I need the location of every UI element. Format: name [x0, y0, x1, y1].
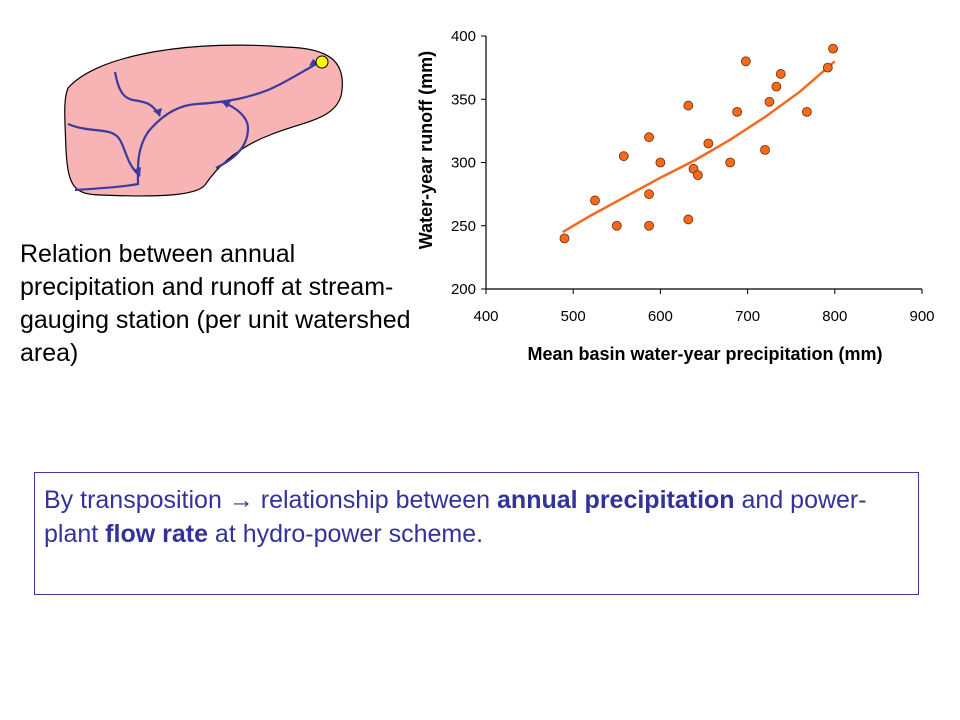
data-point [764, 96, 775, 107]
data-point [703, 138, 714, 149]
data-point [644, 132, 654, 143]
x-tick-label: 800 [822, 308, 847, 325]
data-point [644, 189, 654, 200]
data-point [732, 107, 743, 117]
chart-caption: Relation between annual precipitation an… [20, 240, 411, 367]
watershed-area [64, 44, 343, 197]
data-point [692, 170, 703, 181]
data-point [801, 107, 812, 117]
tick-labels: 400 500 600 700 800 900 200 250 300 350 400 [451, 28, 935, 325]
data-point [822, 62, 833, 73]
x-tick-label: 700 [735, 308, 760, 325]
transposition-note: By transposition → relationship between … [34, 472, 919, 595]
data-points [559, 43, 838, 244]
trendline [562, 60, 836, 234]
x-tick-label: 500 [561, 308, 586, 325]
y-tick-label: 350 [451, 91, 476, 108]
y-tick-label: 250 [451, 218, 476, 235]
scatter-chart: 400 500 600 700 800 900 200 250 300 350 400 Mean b… [416, 28, 935, 364]
y-tick-label: 200 [451, 281, 476, 298]
data-point [559, 233, 570, 244]
data-point [725, 157, 736, 168]
note-text-3: at hydro-power scheme. [207, 520, 484, 548]
x-tick-label: 900 [909, 308, 934, 325]
y-tick-label: 400 [451, 28, 476, 45]
data-point [828, 43, 838, 54]
y-axis-title: Water-year runoff (mm) [416, 51, 436, 249]
river-network [67, 62, 319, 192]
arrowheads [133, 59, 318, 176]
x-tick-label: 600 [648, 308, 673, 325]
data-point [683, 100, 694, 111]
data-point [618, 151, 629, 162]
y-tick-label: 300 [451, 155, 476, 172]
data-point [611, 220, 622, 231]
data-point [775, 69, 786, 79]
gauging-station-marker [315, 55, 329, 69]
data-point [740, 56, 751, 67]
x-tick-label: 400 [473, 308, 498, 325]
x-axis-title: Mean basin water-year precipitation (mm) [527, 344, 882, 364]
data-point [760, 144, 770, 155]
data-point [771, 81, 782, 92]
data-point [683, 214, 694, 225]
data-point [590, 195, 600, 206]
data-point [655, 157, 666, 168]
note-text-1: By transposition → relationship between [44, 486, 498, 514]
data-point [644, 220, 654, 231]
chart-axes [481, 35, 923, 294]
note-bold-annual-precipitation: annual precipitation [497, 486, 735, 514]
note-text-2: and power-plant [44, 486, 867, 548]
trendline-layer [562, 60, 836, 234]
watershed-diagram [64, 44, 343, 197]
note-bold-flow-rate: flow rate [105, 520, 208, 548]
